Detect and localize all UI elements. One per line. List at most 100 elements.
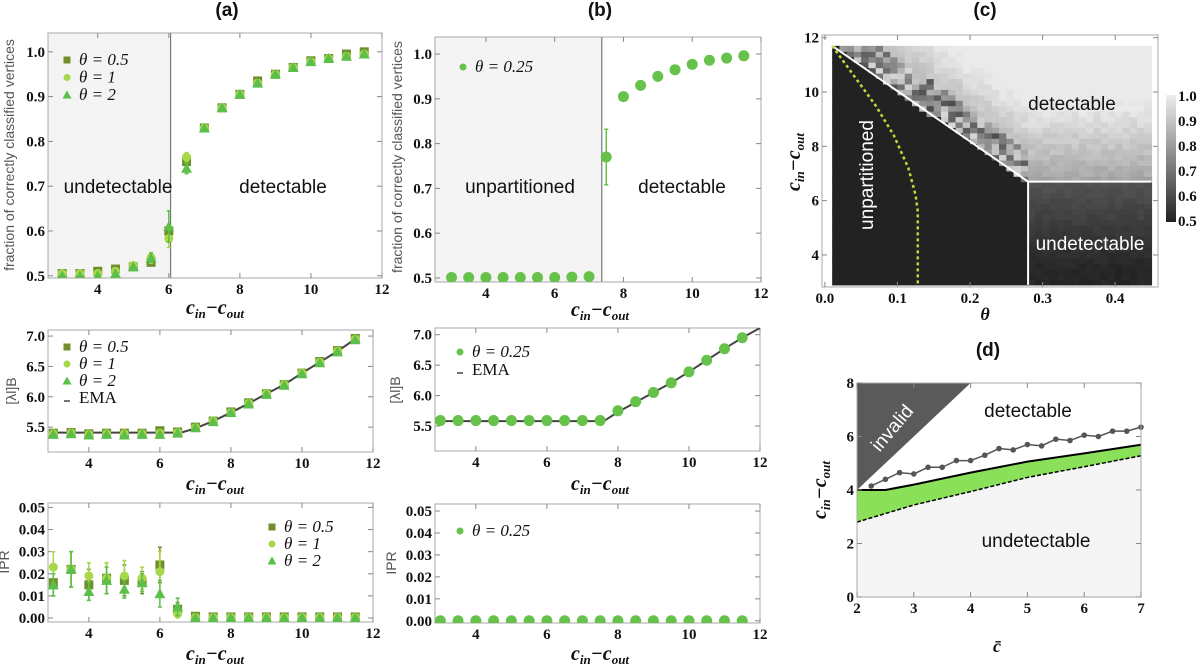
heatmap-cell (1035, 268, 1044, 275)
heatmap-cell (882, 165, 891, 172)
region-label: undetectable (1036, 234, 1145, 255)
data-point (939, 464, 945, 471)
heatmap-cell (933, 203, 942, 210)
heatmap-cell (868, 149, 877, 156)
heatmap-cell (1115, 176, 1124, 183)
heatmap-cell (991, 51, 1000, 58)
heatmap-cell (991, 197, 1000, 204)
heatmap-cell (1136, 279, 1145, 286)
heatmap-cell (1071, 241, 1080, 248)
heatmap-cell (991, 203, 1000, 210)
heatmap-cell (904, 181, 913, 188)
heatmap-cell (904, 225, 913, 232)
x-tick-label: 10 (681, 455, 696, 471)
heatmap-cell (882, 56, 891, 63)
x-tick-label: 6 (1080, 601, 1088, 617)
triangle-marker (267, 556, 277, 565)
y-tick-label: 2 (847, 537, 855, 553)
heatmap-cell (1078, 149, 1087, 156)
heatmap-cell (1064, 94, 1073, 101)
heatmap-cell (1136, 132, 1145, 139)
heatmap-cell (897, 116, 906, 123)
heatmap-cell (1144, 45, 1153, 52)
heatmap-cell (1035, 219, 1044, 226)
heatmap-cell (1006, 111, 1015, 118)
heatmap-cell (1100, 51, 1109, 58)
heatmap-cell (1057, 181, 1065, 188)
heatmap-cell (1078, 273, 1087, 280)
heatmap-cell (904, 187, 913, 194)
heatmap-cell (1057, 45, 1065, 52)
heatmap-cell (1122, 225, 1131, 232)
heatmap-cell (1122, 67, 1131, 74)
x-tick-label: 0.1 (888, 291, 907, 307)
heatmap-cell (977, 230, 986, 237)
heatmap-cell (948, 45, 957, 52)
heatmap-cell (984, 252, 993, 259)
heatmap-cell (882, 176, 891, 183)
heatmap-cell (1049, 165, 1058, 172)
triangle-marker (75, 270, 85, 278)
heatmap-cell (1057, 225, 1065, 232)
heatmap-cell (1129, 73, 1138, 80)
series (57, 48, 370, 278)
heatmap-cell (875, 197, 884, 204)
heatmap-cell (991, 56, 1000, 63)
heatmap-cell (1100, 170, 1109, 177)
square-marker (63, 343, 71, 351)
heatmap-cell (1071, 181, 1080, 188)
axis-label-part: in (195, 652, 206, 665)
heatmap-cell (1071, 219, 1080, 226)
y-tick-label: 0 (847, 590, 855, 606)
heatmap-cell (1035, 197, 1044, 204)
heatmap-cell (1049, 45, 1058, 52)
triangle-marker (163, 220, 175, 231)
heatmap-cell (1028, 279, 1036, 286)
heatmap-cell (882, 127, 891, 134)
heatmap-cell (948, 230, 957, 237)
heatmap-cell (853, 197, 862, 204)
heatmap-cell (948, 192, 957, 199)
heatmap-cell (1115, 252, 1124, 259)
heatmap-cell (1006, 203, 1015, 210)
heatmap-cell (875, 235, 884, 242)
triangle-marker (127, 261, 139, 272)
heatmap-cell (962, 149, 971, 156)
heatmap-cell (868, 197, 877, 204)
heatmap-cell (1115, 56, 1124, 63)
heatmap-cell (1078, 62, 1087, 69)
heatmap-cell (1013, 111, 1022, 118)
heatmap-cell (926, 138, 935, 145)
legend-label: θ = 0.25 (475, 57, 533, 76)
heatmap-cell (984, 214, 993, 221)
heatmap-cell (1129, 83, 1138, 90)
heatmap-cell (955, 73, 964, 80)
heatmap-cell (839, 143, 848, 150)
heatmap-cell (861, 149, 870, 156)
heatmap-cell (839, 225, 848, 232)
heatmap-cell (1020, 105, 1029, 112)
y-tick-label: 0.04 (19, 523, 46, 539)
heatmap-cell (962, 138, 971, 145)
heatmap-cell (904, 89, 913, 96)
heatmap-cell (919, 51, 928, 58)
x-tick-label: 0.3 (1033, 291, 1052, 307)
heatmap-cell (904, 208, 913, 215)
heatmap-cell (1020, 225, 1029, 232)
heatmap-cell (1071, 56, 1080, 63)
heatmap-cell (926, 51, 935, 58)
heatmap-cell (1144, 197, 1153, 204)
heatmap-cell (1035, 176, 1044, 183)
heatmap-cell (948, 154, 957, 161)
heatmap-cell (991, 225, 1000, 232)
heatmap-cell (1122, 56, 1131, 63)
triangle-marker (278, 612, 290, 622)
heatmap-cell (1129, 273, 1138, 280)
heatmap-cell (1028, 121, 1036, 128)
heatmap-cell (1071, 132, 1080, 139)
heatmap-cell (984, 192, 993, 199)
heatmap-cell (832, 116, 841, 123)
heatmap-cell (1049, 159, 1058, 166)
heatmap-cell (897, 73, 906, 80)
heatmap-cell (1042, 89, 1051, 96)
